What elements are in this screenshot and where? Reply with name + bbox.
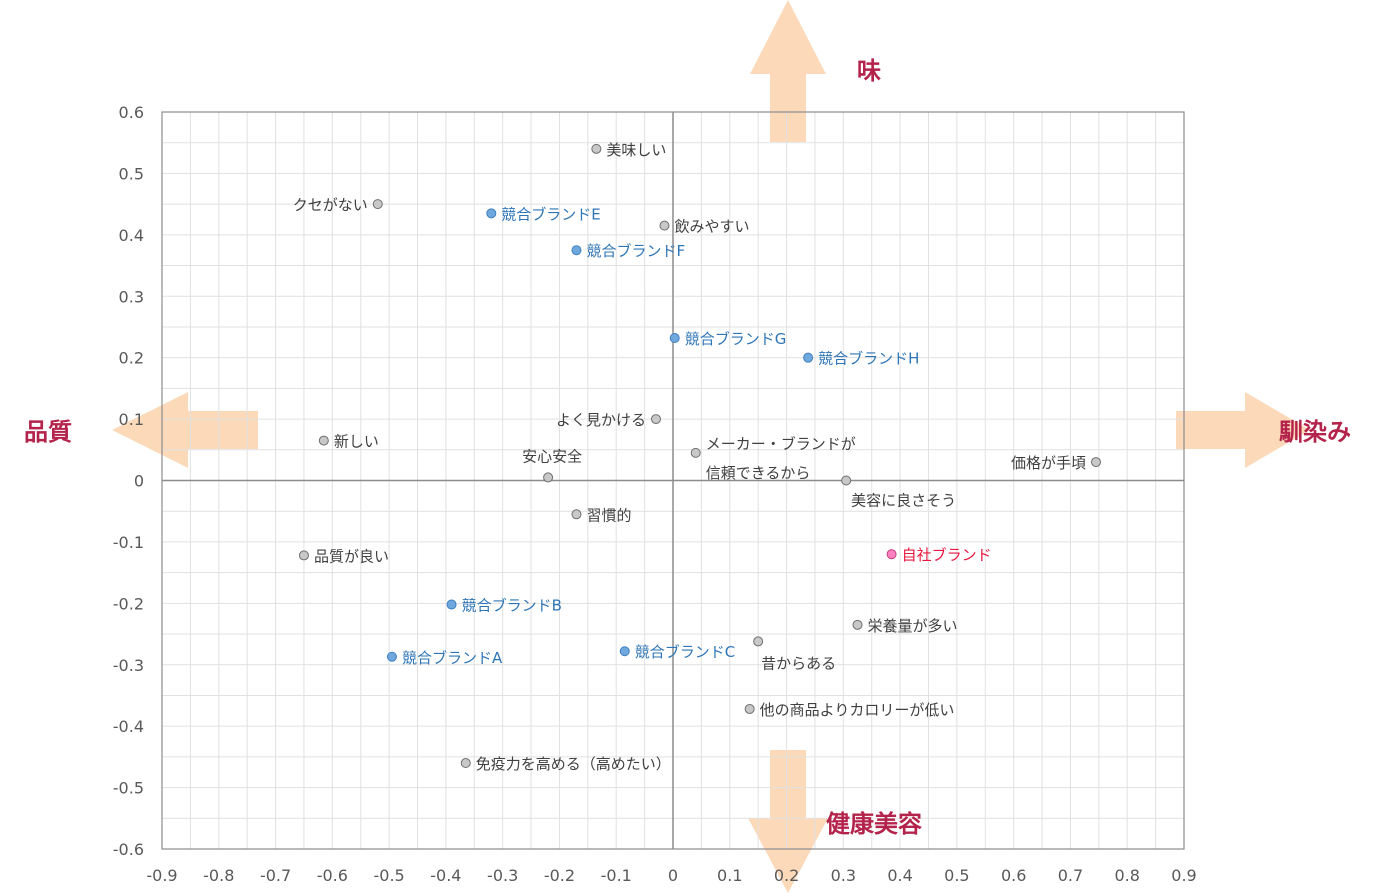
data-point-label: 免疫力を高める（高めたい）: [476, 755, 671, 773]
y-tick-label: 0.2: [119, 349, 144, 368]
data-point-label: クセがない: [293, 196, 368, 214]
x-tick-label: 0.6: [1001, 866, 1026, 885]
arrow-up: [750, 0, 826, 142]
data-point-label: 競合ブランドC: [635, 643, 735, 661]
arrow-left: [112, 392, 258, 468]
y-tick-label: -0.3: [113, 656, 144, 675]
y-tick-label: 0.3: [119, 287, 144, 306]
x-tick-label: -0.1: [601, 866, 632, 885]
x-tick-label: 0: [668, 866, 678, 885]
arrow-down: [748, 750, 828, 893]
data-point-label: 飲みやすい: [674, 218, 749, 236]
data-point-marker: [446, 599, 457, 610]
x-tick-label: 0.8: [1114, 866, 1139, 885]
data-point-label: 競合ブランドE: [501, 205, 600, 223]
x-tick-label: -0.7: [260, 866, 291, 885]
data-point-marker: [753, 636, 764, 647]
grid: [161, 111, 1185, 850]
x-tick-label: -0.6: [317, 866, 348, 885]
data-point-label: 競合ブランドG: [685, 330, 787, 348]
x-tick-label: -0.9: [146, 866, 177, 885]
x-tick-label: 0.2: [774, 866, 799, 885]
x-tick-label: 0.3: [831, 866, 856, 885]
x-tick-label: 0.4: [887, 866, 912, 885]
x-tick-label: -0.5: [374, 866, 405, 885]
x-tick-label: -0.2: [544, 866, 575, 885]
data-point-marker: [571, 509, 582, 520]
direction-label-right: 馴染み: [1279, 418, 1351, 446]
data-point-marker: [803, 352, 814, 363]
y-tick-label: 0.1: [119, 410, 144, 429]
y-tick-label: 0.4: [119, 226, 144, 245]
data-point-label: 美容に良さそう: [851, 492, 956, 510]
data-point-label: 栄養量が多い: [868, 617, 958, 635]
data-point-marker: [486, 208, 497, 219]
data-point-marker: [619, 646, 630, 657]
data-point-label: 競合ブランドF: [586, 242, 685, 260]
data-point-label: 競合ブランドA: [402, 649, 503, 667]
direction-arrows: [112, 0, 1310, 893]
direction-label-top: 味: [857, 57, 881, 85]
data-point-marker: [1090, 457, 1101, 468]
data-point-marker: [650, 414, 661, 425]
data-point-label: 他の商品よりカロリーが低い: [760, 701, 955, 719]
data-point-marker: [591, 143, 602, 154]
x-tick-label: 0.7: [1058, 866, 1083, 885]
data-point-label: 美味しい: [606, 141, 666, 159]
y-tick-label: -0.6: [113, 840, 144, 859]
data-point-label: メーカー・ブランドが: [706, 435, 856, 453]
data-point-label: 自社ブランド: [902, 546, 992, 564]
data-point-marker: [659, 220, 670, 231]
x-tick-label: 0.5: [944, 866, 969, 885]
direction-label-left: 品質: [24, 418, 72, 446]
data-point-marker: [298, 550, 309, 561]
x-tick-label: -0.3: [487, 866, 518, 885]
data-point-marker: [460, 758, 471, 769]
y-tick-label: -0.2: [113, 594, 144, 613]
x-tick-label: -0.8: [203, 866, 234, 885]
data-point-label: 安心安全: [522, 447, 582, 465]
arrow-right: [1176, 392, 1310, 468]
tick-labels: -0.9 -0.8 -0.7 -0.6 -0.5 -0.4 -0.3 -0.2 -0.1 0 0.1…: [113, 103, 1197, 885]
data-point-label: よく見かける: [556, 411, 646, 429]
data-point-label-line2: 信頼できるから: [706, 464, 811, 482]
data-point-marker: [841, 475, 852, 486]
data-point-label: 競合ブランドB: [462, 597, 562, 615]
data-point-marker: [543, 472, 554, 483]
x-tick-label: -0.4: [430, 866, 461, 885]
data-point-marker: [571, 245, 582, 256]
data-point-label: 新しい: [334, 433, 379, 451]
data-point-marker: [372, 199, 383, 210]
y-tick-label: -0.1: [113, 533, 144, 552]
data-point-label: 品質が良い: [314, 547, 389, 565]
data-point-marker: [386, 651, 397, 662]
x-tick-label: 0.1: [717, 866, 742, 885]
data-point-label: 昔からある: [761, 654, 836, 672]
data-point-marker: [690, 447, 701, 458]
data-point-label: 競合ブランドH: [818, 350, 919, 368]
data-point-label: 価格が手頃: [1011, 454, 1086, 472]
data-point-marker: [744, 703, 755, 714]
y-tick-label: 0.5: [119, 164, 144, 183]
data-point-marker: [669, 333, 680, 344]
data-point-label: 習慣的: [586, 506, 631, 524]
x-tick-label: 0.9: [1171, 866, 1196, 885]
data-point-marker: [886, 549, 897, 560]
y-tick-label: -0.4: [113, 717, 144, 736]
y-tick-label: -0.5: [113, 779, 144, 798]
data-point-marker: [318, 435, 329, 446]
data-point-marker: [852, 619, 863, 630]
y-tick-label: 0: [134, 472, 144, 491]
direction-label-bottom: 健康美容: [826, 810, 922, 838]
y-tick-label: 0.6: [119, 103, 144, 122]
